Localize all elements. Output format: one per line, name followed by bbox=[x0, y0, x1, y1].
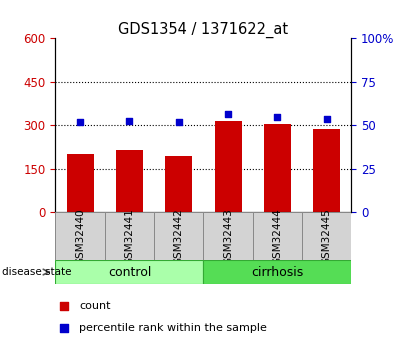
Text: GSM32442: GSM32442 bbox=[174, 208, 184, 265]
Text: count: count bbox=[79, 301, 111, 311]
Text: disease state: disease state bbox=[2, 267, 72, 277]
Text: cirrhosis: cirrhosis bbox=[251, 266, 304, 278]
Point bbox=[323, 116, 330, 122]
Bar bbox=[55, 212, 105, 260]
Text: GSM32440: GSM32440 bbox=[75, 208, 85, 265]
Point bbox=[175, 120, 182, 125]
Point bbox=[77, 120, 83, 125]
Text: control: control bbox=[108, 266, 151, 278]
Text: GSM32445: GSM32445 bbox=[322, 208, 332, 265]
Bar bbox=[165, 156, 192, 212]
Bar bbox=[253, 212, 302, 260]
Point bbox=[61, 303, 68, 308]
Bar bbox=[264, 124, 291, 212]
Title: GDS1354 / 1371622_at: GDS1354 / 1371622_at bbox=[118, 22, 289, 38]
Bar bbox=[55, 260, 203, 284]
Point bbox=[126, 118, 133, 124]
Bar bbox=[154, 212, 203, 260]
Text: GSM32443: GSM32443 bbox=[223, 208, 233, 265]
Bar bbox=[302, 212, 351, 260]
Text: percentile rank within the sample: percentile rank within the sample bbox=[79, 323, 267, 333]
Bar bbox=[116, 150, 143, 212]
Bar bbox=[313, 129, 340, 212]
Bar bbox=[67, 154, 94, 212]
Text: GSM32441: GSM32441 bbox=[125, 208, 134, 265]
Bar bbox=[203, 260, 351, 284]
Bar bbox=[203, 212, 253, 260]
Bar bbox=[215, 121, 242, 212]
Text: GSM32444: GSM32444 bbox=[272, 208, 282, 265]
Bar bbox=[105, 212, 154, 260]
Point bbox=[225, 111, 231, 117]
Point bbox=[274, 115, 281, 120]
Point bbox=[61, 325, 68, 331]
